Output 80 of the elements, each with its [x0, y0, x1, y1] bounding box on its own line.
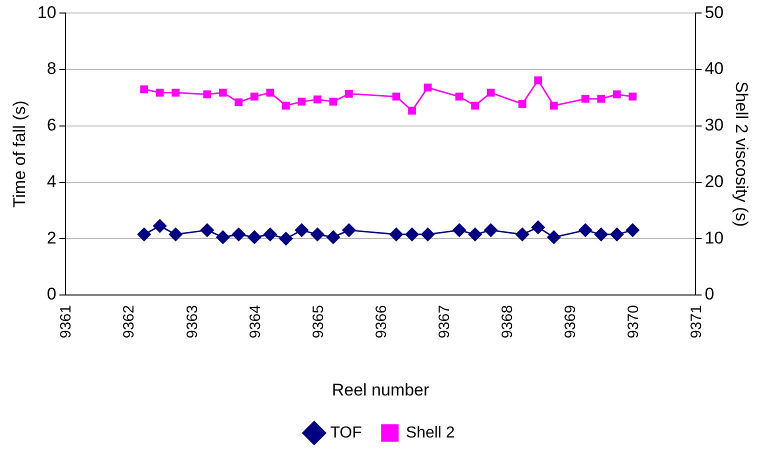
point [581, 94, 590, 103]
point [279, 232, 293, 246]
point [424, 84, 432, 92]
point [405, 228, 419, 242]
x-tick-label: 9370 [625, 304, 642, 338]
x-tick-label: 9364 [246, 304, 264, 338]
y2-tick-label: 10 [704, 228, 724, 248]
point [594, 228, 608, 242]
y-tick-label: 10 [37, 2, 56, 22]
point [314, 96, 322, 104]
point [578, 223, 592, 237]
point [626, 223, 640, 237]
point [310, 228, 324, 242]
point [342, 223, 356, 237]
point [263, 228, 277, 242]
x-tick-label: 9369 [562, 304, 580, 338]
point [390, 228, 404, 242]
x-tick-label: 9368 [498, 304, 516, 338]
point [531, 220, 545, 234]
x-axis-title: Reel number [332, 380, 430, 400]
point [326, 230, 340, 244]
point [153, 219, 167, 233]
point [140, 85, 148, 94]
y2-tick-label: 50 [704, 2, 724, 22]
point [534, 76, 542, 84]
point [200, 223, 214, 237]
point [550, 102, 558, 110]
point [455, 92, 464, 101]
point [421, 228, 435, 242]
point [516, 228, 530, 242]
point [216, 230, 230, 244]
y2-tick-label: 30 [704, 116, 724, 135]
x-tick-label: 9367 [436, 304, 453, 338]
point [471, 102, 479, 110]
y2-tick-label: 20 [704, 172, 724, 191]
y-tick-label: 2 [46, 228, 56, 248]
y2-tick-label: 0 [704, 284, 714, 304]
point [298, 98, 306, 106]
point [408, 106, 416, 115]
x-tick-label: 9366 [372, 304, 390, 338]
point [610, 228, 624, 242]
point [329, 98, 338, 106]
legend-label: Shell 2 [406, 424, 455, 442]
x-tick-label: 9371 [688, 304, 706, 338]
point [345, 90, 353, 98]
point [484, 223, 498, 237]
x-tick-label: 9365 [310, 304, 327, 338]
point [597, 94, 606, 103]
point [392, 92, 400, 101]
y-tick-label: 0 [46, 284, 56, 304]
y-tick-label: 4 [46, 172, 56, 191]
x-tick-label: 9361 [58, 304, 75, 338]
point [156, 88, 164, 97]
point [612, 90, 621, 98]
point [203, 90, 212, 98]
point [628, 92, 637, 101]
y-axis-title: Time of fall (s) [10, 100, 29, 208]
point [266, 88, 274, 97]
point [137, 228, 151, 242]
point [232, 228, 246, 242]
point [282, 102, 290, 110]
point [218, 88, 227, 97]
point [172, 88, 180, 97]
point [294, 223, 308, 237]
y-tick-label: 8 [46, 59, 56, 78]
point [248, 230, 262, 244]
point [168, 228, 182, 242]
y2-axis-title: Shell 2 viscosity (s) [732, 81, 752, 227]
y-tick-label: 6 [46, 116, 56, 135]
point [250, 92, 258, 101]
point [547, 230, 561, 244]
y2-tick-label: 40 [704, 59, 724, 78]
point [468, 228, 482, 242]
point [452, 223, 466, 237]
point [518, 100, 526, 108]
point [234, 98, 243, 106]
point [486, 88, 495, 97]
x-tick-label: 9362 [120, 304, 138, 338]
x-tick-label: 9363 [184, 304, 201, 338]
legend-label: TOF [330, 424, 362, 442]
